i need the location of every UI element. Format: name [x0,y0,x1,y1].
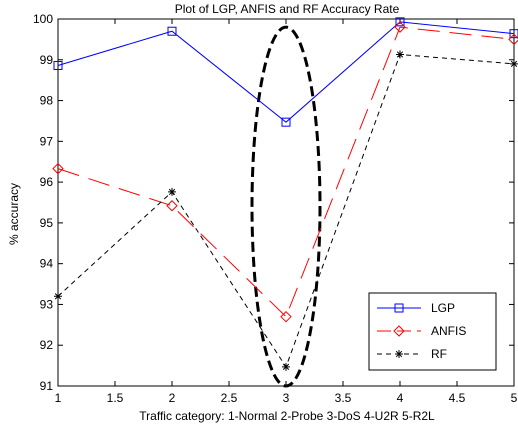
y-tick-label: 100 [33,12,53,26]
y-axis-label: % accuracy [7,183,21,245]
data-point [510,59,518,68]
x-tick-label: 3.5 [335,391,352,405]
x-tick-label: 4.5 [449,391,466,405]
legend-label: LGP [431,301,455,315]
annotation [250,25,322,388]
data-point [394,303,404,313]
data-point [395,350,403,358]
y-tick-label: 94 [40,257,54,271]
data-point [509,29,518,39]
y-tick-label: 92 [40,338,54,352]
y-tick-label: 96 [40,175,54,189]
data-point [395,17,405,27]
annotation-ellipse [250,25,322,388]
legend-label: RF [431,347,447,361]
y-tick-label: 99 [40,53,54,67]
axis-ticks: 1 1.5 2 2.5 3 3.5 4 4.5 5 91 92 93 94 95 96 97 98 99 100 [33,12,518,405]
chart-title: Plot of LGP, ANFIS and RF Accuracy Rate [175,2,400,16]
x-tick-label: 1 [55,391,62,405]
data-point [280,310,292,323]
x-tick-label: 4 [397,391,404,405]
y-tick-label: 97 [40,134,54,148]
data-point [54,292,62,301]
legend-label: ANFIS [431,324,466,338]
x-tick-label: 2 [169,391,176,405]
data-point [52,162,64,175]
data-point [167,26,177,36]
series-line-anfis [57,26,515,318]
data-point [166,200,178,212]
x-tick-label: 2.5 [221,391,238,405]
data-point [394,21,406,33]
data-point [53,60,63,70]
y-tick-label: 98 [40,94,54,108]
y-tick-label: 95 [40,216,54,230]
data-point [508,33,518,46]
x-tick-label: 5 [511,391,518,405]
x-axis-label: Traffic category: 1-Normal 2-Probe 3-DoS… [139,409,435,423]
x-tick-label: 3 [283,391,290,405]
data-point [393,325,405,337]
y-tick-label: 93 [40,297,54,311]
data-point [282,362,290,371]
series-line-lgp [57,21,515,123]
data-point [281,117,291,127]
series-lines [52,17,518,371]
data-point [396,50,404,59]
y-tick-label: 91 [40,379,54,393]
legend: LGP ANFIS RF [368,292,497,371]
x-tick-label: 1.5 [107,391,124,405]
data-point [168,187,176,196]
